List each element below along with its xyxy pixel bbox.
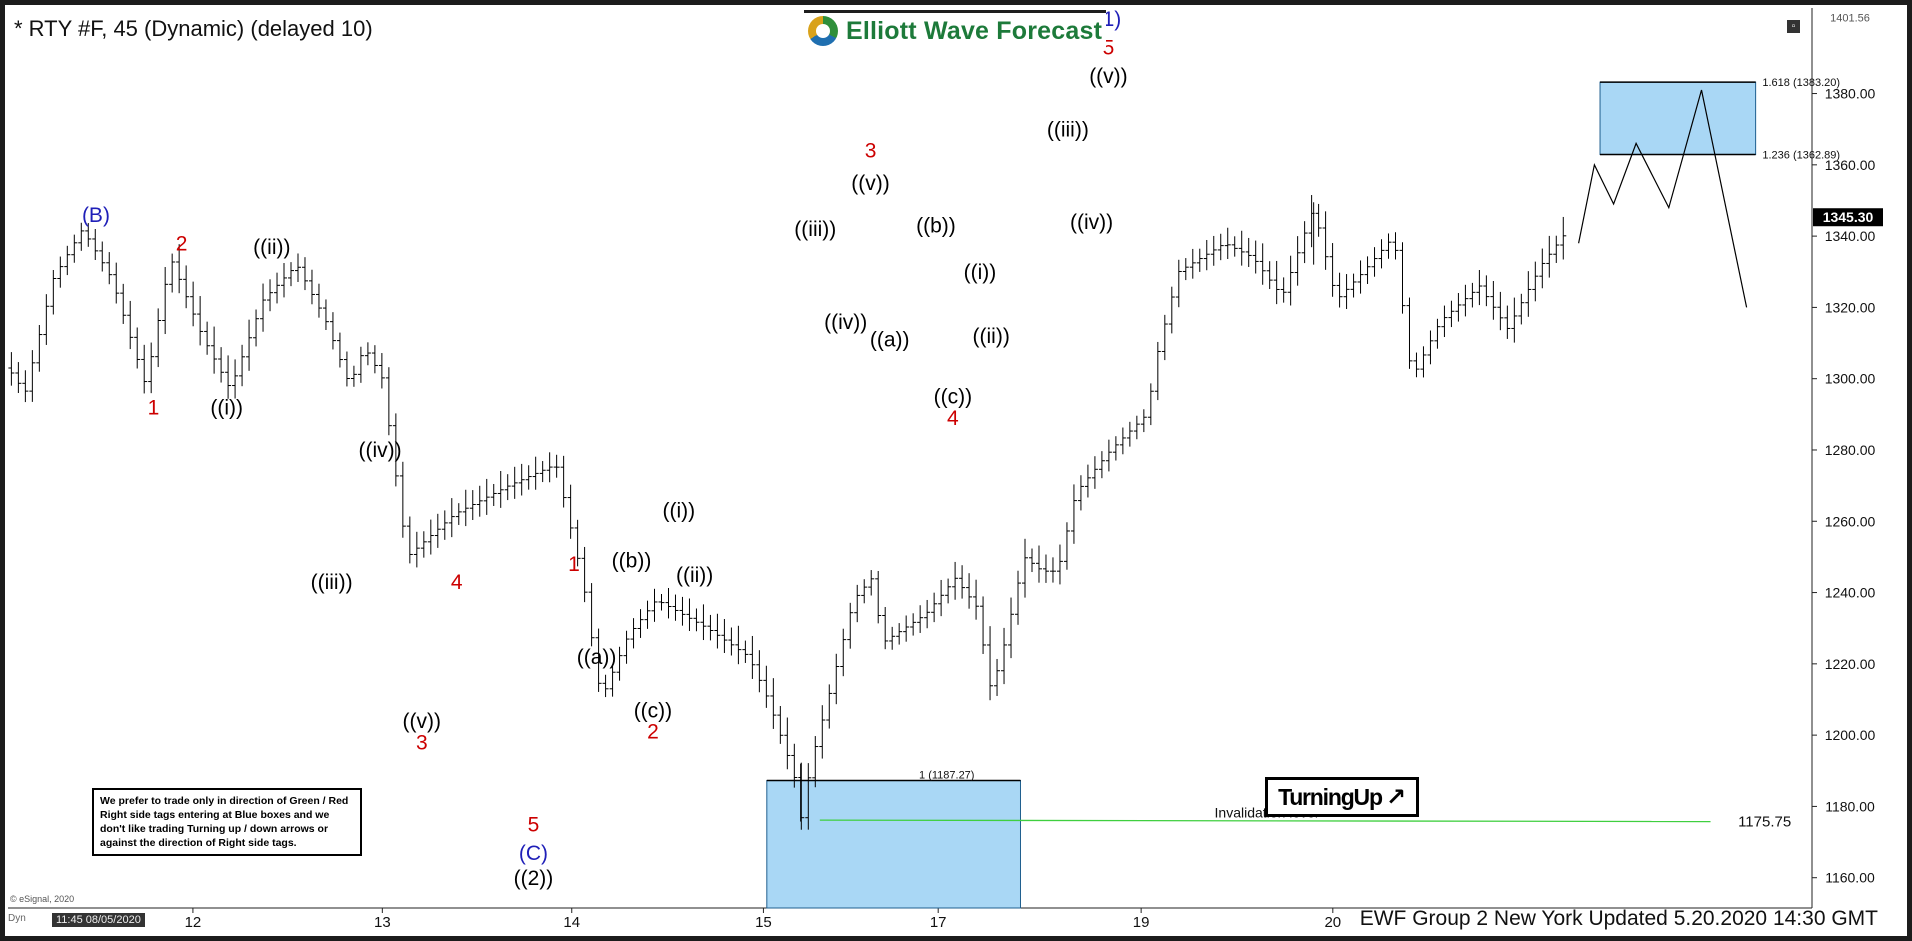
wave-label: ((v)) [851,172,889,195]
wave-label: ((i)) [663,500,696,523]
wave-label: ((iii)) [1047,118,1089,141]
wave-label: 5 [1103,36,1115,59]
wave-label: ((iv)) [1070,211,1113,234]
fib-label-1236: 1.236 (1362.89) [1762,150,1840,162]
invalidation-line [819,819,1711,823]
y-tick-label: 1300.00 [1825,371,1876,387]
trading-note: We prefer to trade only in direction of … [92,788,362,856]
chart-menu-icon[interactable]: ▫ [1787,20,1800,33]
wave-label: ((i)) [964,261,997,284]
wave-label: (C) [519,842,548,865]
wave-label: ((a)) [577,646,617,669]
y-tick-label: 1220.00 [1825,656,1876,672]
y-tick-label: 1180.00 [1825,798,1875,814]
wave-label: ((c)) [634,699,672,722]
instrument-title: * RTY #F, 45 (Dynamic) (delayed 10) [14,16,373,41]
wave-label: 4 [947,407,959,430]
wave-label: 3 [865,140,877,163]
projection-path [1578,89,1748,308]
fib-label-1: 1 (1187.27) [919,770,974,782]
y-tick-label: 1260.00 [1825,513,1876,529]
wave-label: ((ii)) [973,325,1010,348]
wave-label: 1 [568,553,580,576]
y-tick-label: 1340.00 [1825,228,1876,244]
wave-label: 4 [451,571,463,594]
turning-up-text: TurningUp [1278,783,1383,810]
brand-name: Elliott Wave Forecast [846,16,1103,45]
x-tick-label: 13 [374,914,391,931]
wave-label: ((v)) [403,710,441,733]
target-box-lower [766,780,1021,909]
x-tick-label: 14 [563,914,580,931]
x-tick-label: 12 [185,914,202,931]
wave-label: ((v)) [1089,65,1127,88]
fib-label-1618: 1.618 (1383.20) [1762,77,1840,89]
wave-label: (B) [82,204,110,227]
brand: Elliott Wave Forecast [804,10,1107,49]
x-tick-label: 20 [1324,914,1341,931]
wave-label: ((b)) [612,550,652,573]
x-tick-label: 17 [930,914,947,931]
turning-up-badge: TurningUp ↗ [1265,777,1419,817]
wave-label: 2 [176,232,188,255]
y-tick-label: 1360.00 [1825,157,1876,173]
wave-label: ((iii)) [794,218,836,241]
wave-label: 5 [528,813,540,836]
y-tick-label: 1240.00 [1825,585,1876,601]
wave-label: 2 [647,721,659,744]
y-tick-label: 1160.00 [1825,870,1875,886]
y-tick-label: 1200.00 [1825,727,1876,743]
x-tick-label: 15 [755,914,772,931]
wave-label: ((2)) [514,867,554,890]
target-box-upper [1599,81,1757,156]
wave-label: ((iii)) [311,571,353,594]
wave-label: 1 [148,396,160,419]
y-tick-label: 1280.00 [1825,442,1876,458]
wave-label: ((a)) [870,329,910,352]
dyn-label: Dyn [8,913,26,924]
wave-label: 3 [416,731,428,754]
last-price-tag [1813,208,1883,227]
invalidation-value: 1175.75 [1738,814,1791,831]
wave-label: ((i)) [210,396,243,419]
wave-label: ((iv)) [824,311,867,334]
copyright: © eSignal, 2020 [10,894,75,904]
update-footer: EWF Group 2 New York Updated 5.20.2020 1… [1359,907,1878,930]
y-tick-label: 1380.00 [1825,86,1876,102]
wave-label: ((ii)) [253,236,290,259]
x-tick-label: 19 [1133,914,1150,931]
y-tick-label: 1320.00 [1825,299,1876,315]
axis-top-label: 1401.56 [1830,13,1870,25]
brand-logo-icon [808,16,838,46]
arrow-up-right-icon: ↗ [1385,783,1406,811]
wave-label: ((b)) [916,215,956,238]
wave-label: ((iv)) [359,439,402,462]
wave-label: ((ii)) [676,564,713,587]
cursor-time: 11:45 08/05/2020 [52,913,145,927]
wave-label: ((c)) [934,386,972,409]
last-price-label: 1345.30 [1823,209,1874,225]
